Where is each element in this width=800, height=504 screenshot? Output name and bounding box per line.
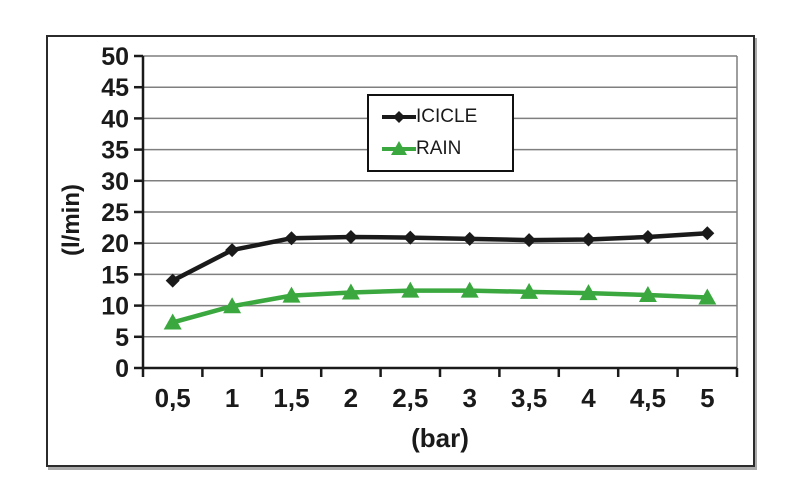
svg-text:4: 4 <box>581 383 596 413</box>
svg-text:50: 50 <box>101 43 129 71</box>
svg-text:35: 35 <box>101 137 129 165</box>
legend-label-icicle: ICICLE <box>416 106 478 127</box>
svg-text:40: 40 <box>101 105 129 133</box>
legend-item-icicle: ICICLE <box>382 106 512 128</box>
rain-line-triangle-marker-icon <box>382 140 416 158</box>
svg-text:0: 0 <box>115 355 129 383</box>
svg-text:5: 5 <box>115 324 129 352</box>
chart-legend: ICICLE RAIN <box>367 94 514 172</box>
svg-text:20: 20 <box>101 230 129 258</box>
svg-text:3,5: 3,5 <box>511 383 547 413</box>
flow-vs-pressure-line-chart: 0 5 10 15 20 25 30 35 40 45 50 0,5 1 1,5 2 2,5 3 3,5 4 4,5 5 <box>101 43 739 413</box>
icicle-line-diamond-marker-icon <box>382 108 416 126</box>
svg-text:10: 10 <box>101 293 129 321</box>
chart-frame: 0 5 10 15 20 25 30 35 40 45 50 0,5 1 1,5 2 2,5 3 3,5 4 4,5 5… <box>46 35 755 467</box>
svg-text:1: 1 <box>225 383 239 413</box>
svg-text:25: 25 <box>101 199 129 227</box>
y-axis-label: (l/min) <box>58 184 85 256</box>
x-axis-label: (bar) <box>411 423 469 453</box>
svg-text:1,5: 1,5 <box>273 383 309 413</box>
svg-text:0,5: 0,5 <box>155 383 191 413</box>
legend-label-rain: RAIN <box>416 138 462 159</box>
svg-text:5: 5 <box>700 383 714 413</box>
legend-item-rain: RAIN <box>382 138 512 160</box>
svg-text:2: 2 <box>344 383 358 413</box>
svg-text:45: 45 <box>101 74 129 102</box>
svg-text:3: 3 <box>462 383 476 413</box>
svg-text:2,5: 2,5 <box>392 383 428 413</box>
svg-text:15: 15 <box>101 261 129 289</box>
svg-text:30: 30 <box>101 168 129 196</box>
svg-text:4,5: 4,5 <box>630 383 666 413</box>
